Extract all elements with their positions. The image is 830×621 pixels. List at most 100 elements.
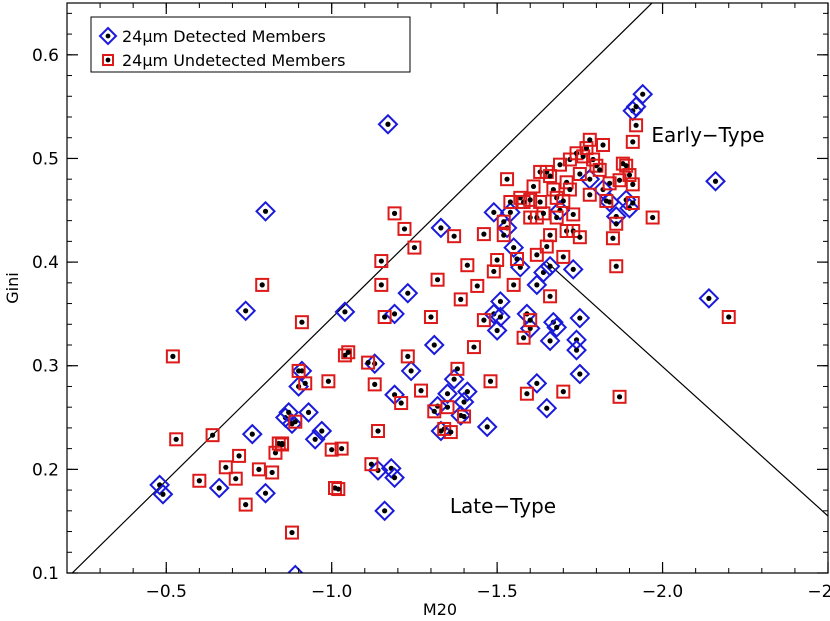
detected-member-point — [430, 217, 452, 239]
y-tick-label: 0.1 — [32, 564, 59, 584]
undetected-member-point — [331, 482, 346, 497]
undetected-member-point — [407, 240, 422, 255]
undetected-member-point — [496, 228, 511, 243]
undetected-member-point — [361, 355, 376, 370]
undetected-member-point — [238, 497, 253, 512]
detected-member-point — [208, 477, 230, 499]
legend-square-marker — [102, 54, 114, 66]
detected-member-point — [705, 170, 726, 192]
undetected-member-point — [562, 182, 577, 197]
detected-member-point — [562, 258, 584, 280]
undetected-member-point — [288, 414, 303, 429]
detected-member-point — [255, 482, 276, 504]
undetected-member-point — [423, 310, 438, 325]
late-type-label: Late−Type — [450, 494, 556, 518]
detected-member-point — [437, 383, 458, 405]
undetected-member-point — [324, 442, 339, 457]
undetected-member-point — [447, 229, 462, 244]
undetected-member-point — [334, 441, 349, 456]
gini-m20-boundary-line — [71, 3, 653, 573]
detected-member-point — [152, 483, 174, 505]
undetected-member-point — [572, 230, 587, 245]
undetected-member-point — [192, 473, 207, 488]
undetected-member-point — [374, 277, 389, 292]
detected-member-point — [374, 500, 396, 522]
undetected-member-point — [374, 254, 389, 269]
undetected-member-point — [519, 386, 534, 401]
undetected-member-point — [556, 249, 571, 264]
undetected-member-point — [503, 194, 518, 209]
x-axis-label: M20 — [423, 600, 457, 619]
y-axis-label: Gini — [3, 272, 22, 303]
undetected-member-point — [523, 313, 538, 328]
undetected-member-point — [625, 196, 640, 211]
undetected-member-point — [500, 172, 515, 187]
undetected-member-point — [367, 377, 382, 392]
undetected-member-point — [321, 374, 336, 389]
detected-member-point — [546, 316, 568, 338]
detected-member-point — [566, 339, 587, 361]
undetected-member-point — [470, 278, 485, 293]
undetected-member-point — [443, 425, 458, 440]
undetected-member-point — [509, 251, 524, 266]
undetected-member-point — [255, 277, 270, 292]
x-tick-label: −0.5 — [146, 582, 187, 602]
x-tick-label: −1.5 — [476, 582, 517, 602]
y-tick-label: 0.5 — [32, 149, 59, 169]
detected-member-point — [536, 397, 558, 419]
x-tick-label: −2.0 — [642, 582, 683, 602]
undetected-member-point — [337, 348, 352, 363]
undetected-member-point — [490, 253, 505, 268]
detected-member-point — [490, 306, 511, 328]
undetected-member-point — [609, 216, 624, 231]
undetected-member-point — [251, 462, 266, 477]
undetected-member-point — [529, 247, 544, 262]
detected-member-point — [632, 83, 654, 105]
undetected-member-point — [427, 404, 442, 419]
undetected-member-point — [536, 206, 551, 221]
undetected-member-point — [466, 340, 481, 355]
plot-frame — [66, 2, 829, 574]
undetected-member-point — [625, 177, 640, 192]
undetected-member-point — [526, 179, 541, 194]
detected-member-point — [423, 334, 445, 356]
undetected-member-point — [599, 193, 614, 208]
detected-member-point — [443, 368, 465, 390]
undetected-member-point — [645, 210, 660, 225]
detected-member-point — [298, 401, 319, 423]
data-points — [149, 83, 736, 573]
detected-member-point — [241, 423, 263, 445]
undetected-member-point — [284, 525, 299, 540]
detected-member-point — [235, 300, 257, 322]
undetected-member-point — [450, 361, 465, 376]
undetected-member-point — [275, 437, 290, 452]
early-late-divider-line — [546, 261, 828, 517]
undetected-member-point — [582, 187, 597, 202]
undetected-member-point — [476, 227, 491, 242]
undetected-member-point — [414, 383, 429, 398]
undetected-member-point — [622, 168, 637, 183]
undetected-member-point — [430, 272, 445, 287]
undetected-member-point — [523, 192, 538, 207]
undetected-member-point — [625, 134, 640, 149]
axis-tick-labels: −0.5 −1.0 −1.5 −2.0 −2.5 0.1 0.2 0.3 0.4 0.5 0.6 — [32, 46, 830, 602]
detected-member-point — [539, 255, 561, 277]
undetected-member-point — [476, 313, 491, 328]
undetected-member-point — [298, 376, 313, 391]
detected-member-point — [569, 307, 591, 329]
undetected-member-point — [543, 228, 558, 243]
y-tick-label: 0.3 — [32, 357, 59, 377]
legend-entry-detected: 24μm Detected Members — [122, 27, 326, 46]
detected-member-point — [539, 330, 561, 352]
undetected-member-point — [165, 349, 180, 364]
detected-member-point — [490, 291, 511, 312]
undetected-member-point — [394, 396, 409, 411]
early-type-label: Early−Type — [651, 123, 764, 147]
undetected-member-point — [612, 389, 627, 404]
undetected-member-point — [397, 221, 412, 236]
undetected-member-point — [377, 310, 392, 325]
detected-member-point — [476, 416, 498, 438]
detected-member-point — [456, 381, 478, 403]
